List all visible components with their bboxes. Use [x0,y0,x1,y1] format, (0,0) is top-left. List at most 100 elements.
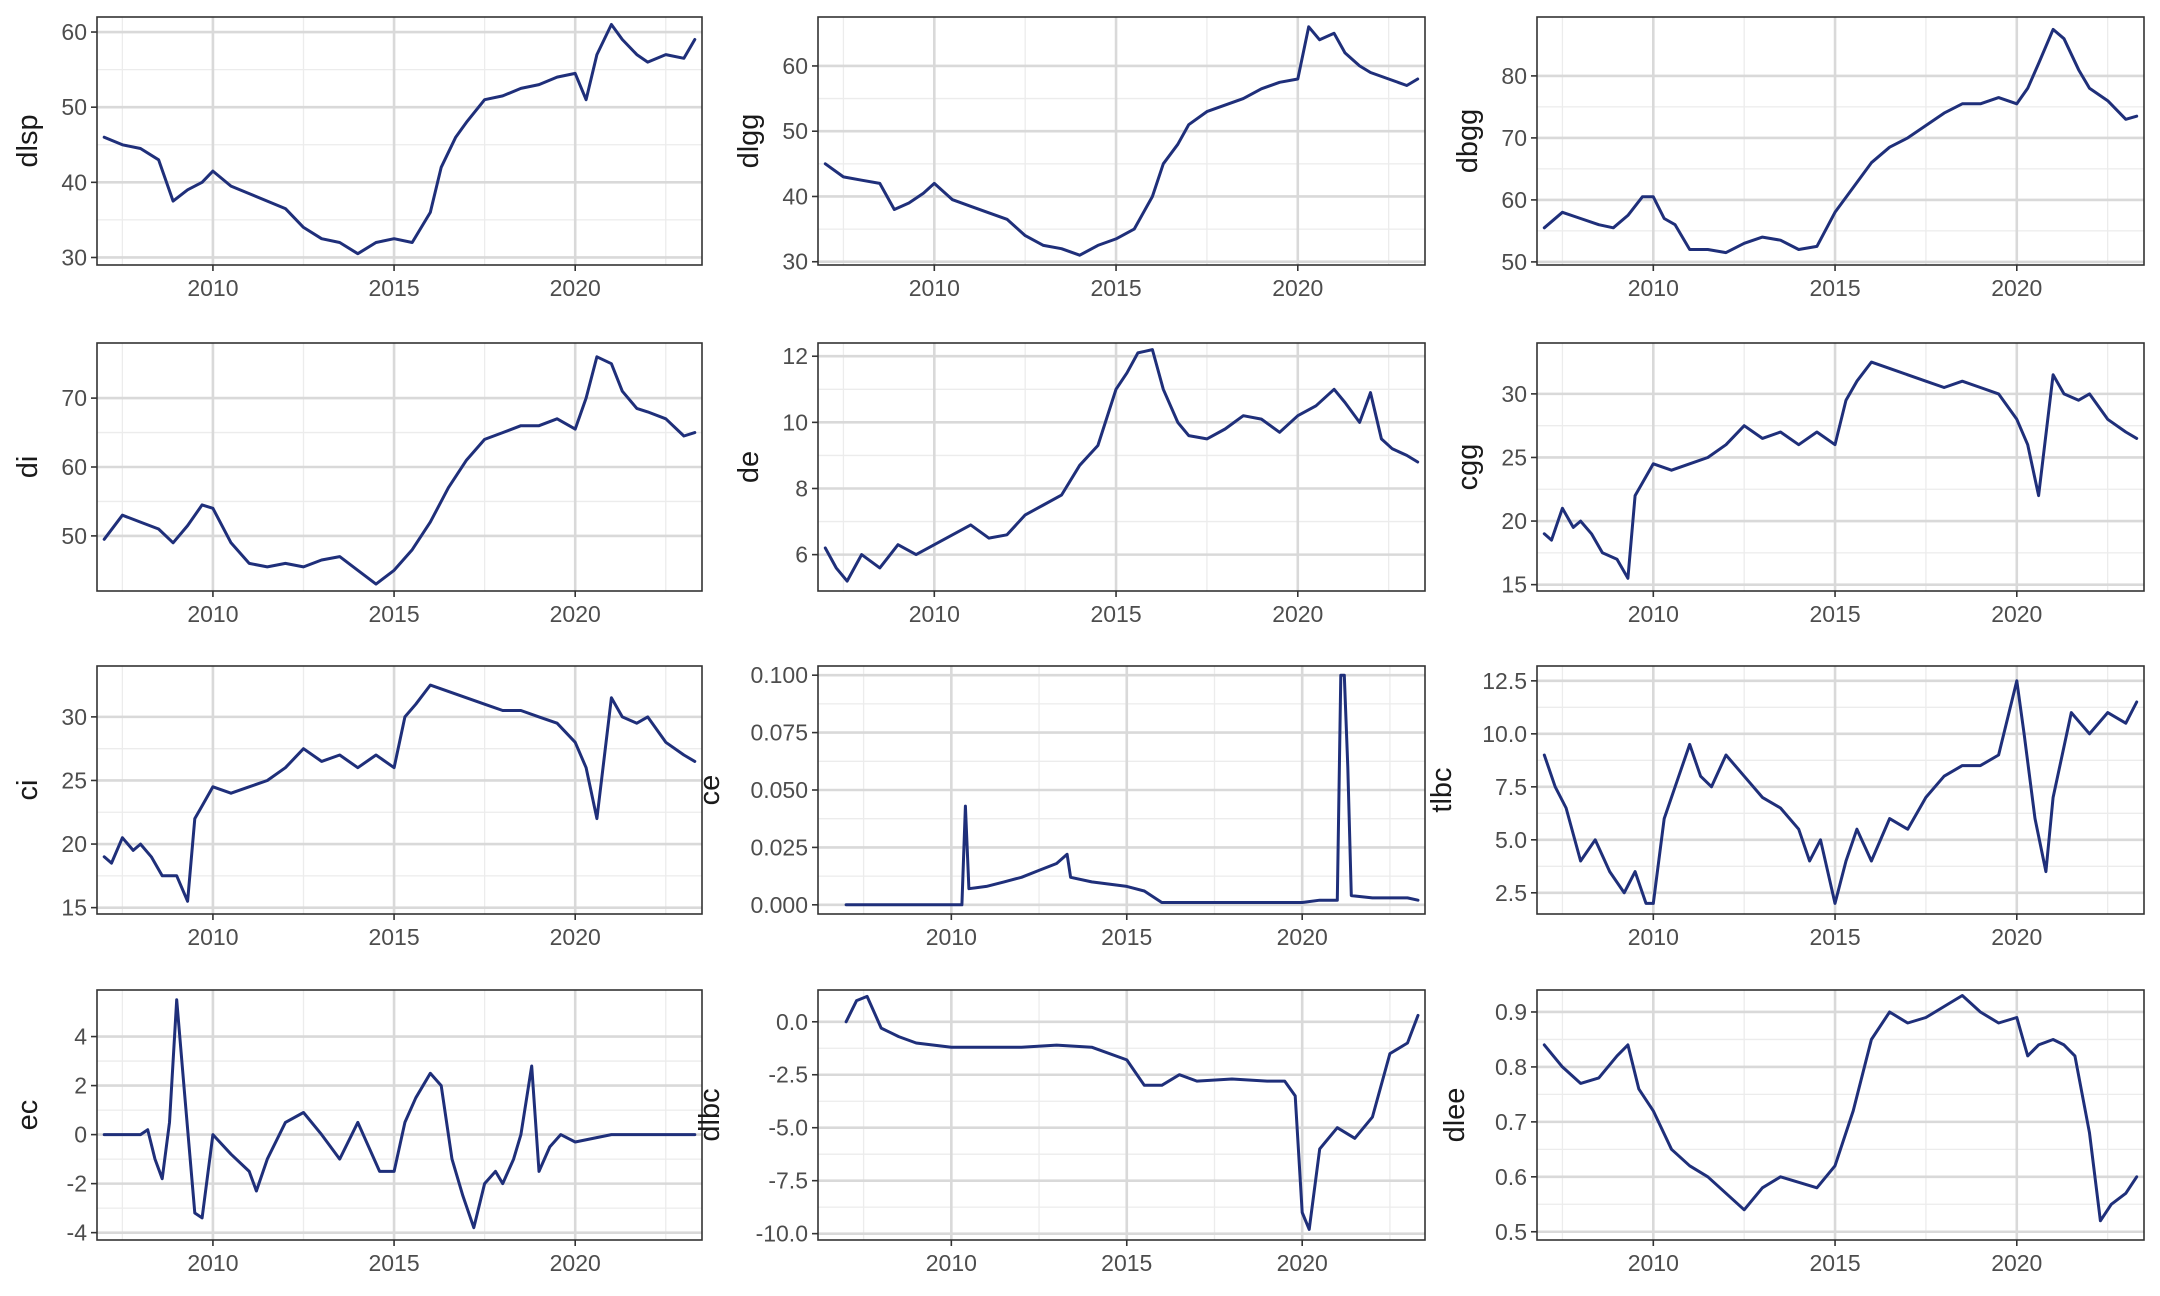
y-tick-label: 10.0 [1482,721,1527,747]
y-tick-label: 8 [795,475,808,501]
y-tick-label: 0.5 [1495,1219,1527,1245]
y-tick-label: -10.0 [756,1221,808,1247]
y-tick-label: 60 [61,19,87,45]
y-tick-label: 7.5 [1495,774,1527,800]
x-tick-label: 2010 [909,275,960,301]
panel-border [1536,16,2145,266]
panel-tlbc: 2010 2015 2020 2.5 5.0 7.5 10.0 12.5 tlbc [1426,665,2145,950]
x-tick-label: 2010 [187,275,238,301]
x-tick-label: 2015 [1809,601,1860,627]
y-tick-label: 0.025 [750,834,808,860]
y-tick-label: 2.5 [1495,880,1527,906]
y-tick-label: 10 [782,409,808,435]
y-tick-label: 0.9 [1495,999,1527,1025]
y-tick-label: 20 [1501,508,1527,534]
panel-border [817,989,1426,1241]
panel-ce: 2010 2015 2020 0.000 0.025 0.050 0.075 0.100 ce [694,662,1426,950]
series-line-ce [844,673,1420,907]
x-tick-label: 2020 [1991,601,2042,627]
y-tick-label: 0.100 [750,662,808,688]
series-line-dlbc [844,994,1420,1231]
y-tick-label: 40 [782,183,808,209]
y-tick-label: 12 [782,343,808,369]
panel-dlgg: 2010 2015 2020 30 40 50 60 dlgg [733,16,1426,301]
y-tick-label: 30 [782,249,808,275]
x-tick-label: 2010 [1628,924,1679,950]
x-tick-label: 2015 [368,924,419,950]
y-tick-label: 0.050 [750,777,808,803]
y-tick-label: 60 [61,454,87,480]
x-tick-label: 2015 [1809,275,1860,301]
series-line-cgg [1542,360,2139,580]
x-tick-label: 2020 [1277,924,1328,950]
y-tick-label: 15 [61,895,87,921]
panel-border [1536,989,2145,1241]
y-tick-label: 50 [61,94,87,120]
y-tick-label: 0.0 [776,1009,808,1035]
y-tick-label: 50 [782,118,808,144]
panel-cgg: 2010 2015 2020 15 20 25 30 cgg [1452,342,2145,627]
x-tick-label: 2010 [909,601,960,627]
y-tick-label: -4 [67,1220,88,1246]
x-tick-label: 2010 [187,1250,238,1276]
panel-dlsp: 2010 2015 2020 30 40 50 60 dlsp [12,16,703,301]
y-tick-label: 20 [61,831,87,857]
y-tick-label: 40 [61,169,87,195]
x-tick-label: 2010 [1628,601,1679,627]
x-tick-label: 2015 [1809,1250,1860,1276]
y-tick-label: 70 [1501,125,1527,151]
y-tick-label: -2.5 [768,1062,808,1088]
y-axis-title: ec [12,1100,44,1131]
panel-di: 2010 2015 2020 50 60 70 di [12,342,703,627]
x-tick-label: 2010 [926,924,977,950]
series-line-di [102,355,697,586]
x-tick-label: 2010 [187,924,238,950]
y-tick-label: 60 [1501,187,1527,213]
y-tick-label: 50 [1501,249,1527,275]
y-tick-label: -7.5 [768,1168,808,1194]
x-tick-label: 2015 [1090,601,1141,627]
series-line-ec [102,998,697,1230]
x-tick-label: 2010 [926,1250,977,1276]
panel-border [817,16,1426,266]
y-axis-title: di [12,456,44,479]
y-tick-label: 25 [1501,444,1527,470]
x-tick-label: 2020 [1277,1250,1328,1276]
x-tick-label: 2015 [1101,1250,1152,1276]
y-tick-label: 60 [782,53,808,79]
y-tick-label: 0.8 [1495,1054,1527,1080]
series-line-tlbc [1542,679,2139,905]
y-tick-label: -2 [67,1171,87,1197]
panel-border [1536,342,2145,592]
y-axis-title: de [733,451,765,483]
y-tick-label: 70 [61,385,87,411]
panel-de: 2010 2015 2020 6 8 10 12 de [733,342,1426,627]
y-tick-label: 0 [74,1122,87,1148]
series-line-ci [102,683,697,903]
panel-border [96,989,703,1241]
series-line-dbgg [1542,27,2139,255]
x-tick-label: 2020 [1272,601,1323,627]
y-axis-title: dlbc [694,1088,726,1141]
y-tick-label: 30 [1501,381,1527,407]
x-tick-label: 2010 [187,601,238,627]
panel-dlee: 2010 2015 2020 0.5 0.6 0.7 0.8 0.9 dlee [1439,989,2145,1276]
series-line-dlgg [823,25,1420,257]
panel-border [96,665,703,915]
panel-ec: 2010 2015 2020 -4 -2 0 2 4 ec [12,989,703,1276]
x-tick-label: 2015 [1090,275,1141,301]
x-tick-label: 2015 [368,275,419,301]
series-line-dlsp [102,23,697,256]
y-axis-title: cgg [1452,444,1484,491]
y-tick-label: 30 [61,244,87,270]
x-tick-label: 2020 [1991,924,2042,950]
panel-border [96,16,703,266]
y-axis-title: ce [694,775,726,806]
y-axis-title: tlbc [1426,767,1458,812]
x-tick-label: 2015 [1809,924,1860,950]
y-tick-label: 30 [61,704,87,730]
y-tick-label: 5.0 [1495,827,1527,853]
x-tick-label: 2020 [1991,1250,2042,1276]
series-line-dlee [1542,994,2139,1223]
